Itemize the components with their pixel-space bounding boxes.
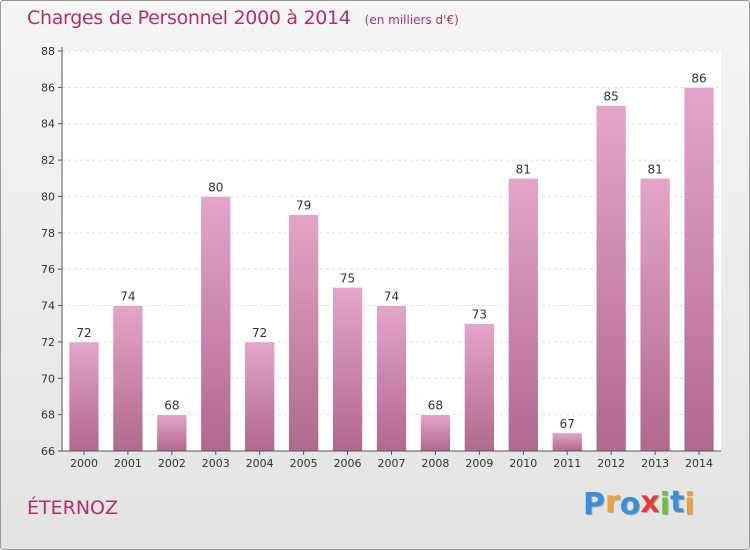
bar <box>595 105 627 452</box>
y-tick-label: 88 <box>41 45 55 58</box>
logo-letter: o <box>619 487 641 522</box>
x-tick-label: 2013 <box>641 457 669 470</box>
y-tick-label: 70 <box>41 372 55 385</box>
x-tick-label: 2012 <box>597 457 625 470</box>
data-label: 79 <box>296 199 311 213</box>
bar <box>639 177 671 452</box>
data-label: 67 <box>560 417 575 431</box>
title-row: Charges de Personnel 2000 à 2014 (en mill… <box>27 7 459 29</box>
logo-letter: r <box>605 485 620 520</box>
bar <box>200 196 232 452</box>
bars: 72 74 68 80 72 79 75 74 68 73 81 67 85 81 86 <box>68 71 715 452</box>
x-tick-label: 2010 <box>509 457 537 470</box>
x-tick-label: 2007 <box>378 457 406 470</box>
chart-title: Charges de Personnel 2000 à 2014 <box>27 7 351 29</box>
data-label: 72 <box>252 326 267 340</box>
logo-letter: x <box>640 485 660 520</box>
logo-letter: i <box>659 487 671 522</box>
x-tick-label: 2011 <box>553 457 581 470</box>
logo-letter: t <box>670 485 685 520</box>
bar <box>508 177 539 452</box>
data-label: 73 <box>472 308 487 322</box>
bar <box>68 341 100 452</box>
data-label: 74 <box>384 290 399 304</box>
x-tick-label: 2009 <box>465 457 493 470</box>
proxiti-logo: Proxiti <box>583 485 695 522</box>
bar <box>420 414 451 452</box>
chart-subtitle: (en milliers d'€) <box>364 13 459 27</box>
data-label: 80 <box>208 180 223 194</box>
bar <box>244 341 275 452</box>
bar <box>464 323 495 452</box>
data-label: 68 <box>428 399 443 413</box>
y-tick-label: 78 <box>41 227 55 240</box>
bar <box>332 287 363 452</box>
x-tick-label: 2014 <box>685 457 713 470</box>
data-label: 86 <box>691 71 706 85</box>
y-tick-label: 66 <box>41 445 55 458</box>
data-label: 81 <box>516 162 531 176</box>
y-tick-label: 86 <box>41 81 55 94</box>
data-label: 75 <box>340 271 355 285</box>
bar <box>683 87 715 452</box>
data-label: 72 <box>76 326 91 340</box>
x-tick-label: 2004 <box>246 457 274 470</box>
logo-letter: i <box>684 487 695 522</box>
x-tick-label: 2000 <box>70 457 98 470</box>
data-label: 85 <box>604 90 619 104</box>
y-tick-label: 80 <box>41 190 55 203</box>
commune-name: ÉTERNOZ <box>27 497 119 519</box>
data-label: 68 <box>164 399 179 413</box>
y-tick-label: 76 <box>41 263 55 276</box>
x-tick-label: 2001 <box>114 457 142 470</box>
x-tick-label: 2006 <box>334 457 362 470</box>
data-label: 81 <box>647 162 662 176</box>
y-tick-label: 74 <box>41 300 55 313</box>
y-tick-label: 72 <box>41 336 55 349</box>
logo-letter: P <box>583 487 605 522</box>
bar <box>551 432 583 452</box>
x-tick-label: 2008 <box>421 457 449 470</box>
data-label: 74 <box>120 290 135 304</box>
bar <box>156 414 188 452</box>
bar <box>288 214 319 452</box>
bar <box>376 305 407 452</box>
x-tick-label: 2005 <box>290 457 318 470</box>
bar <box>112 305 144 452</box>
y-tick-label: 68 <box>41 409 55 422</box>
x-tick-label: 2002 <box>158 457 186 470</box>
x-tick-label: 2003 <box>202 457 230 470</box>
y-tick-label: 84 <box>41 118 55 131</box>
y-tick-label: 82 <box>41 154 55 167</box>
axes: 66 68 70 72 74 76 78 80 82 84 86 88 2000 2001 2002 2003… <box>41 45 721 470</box>
